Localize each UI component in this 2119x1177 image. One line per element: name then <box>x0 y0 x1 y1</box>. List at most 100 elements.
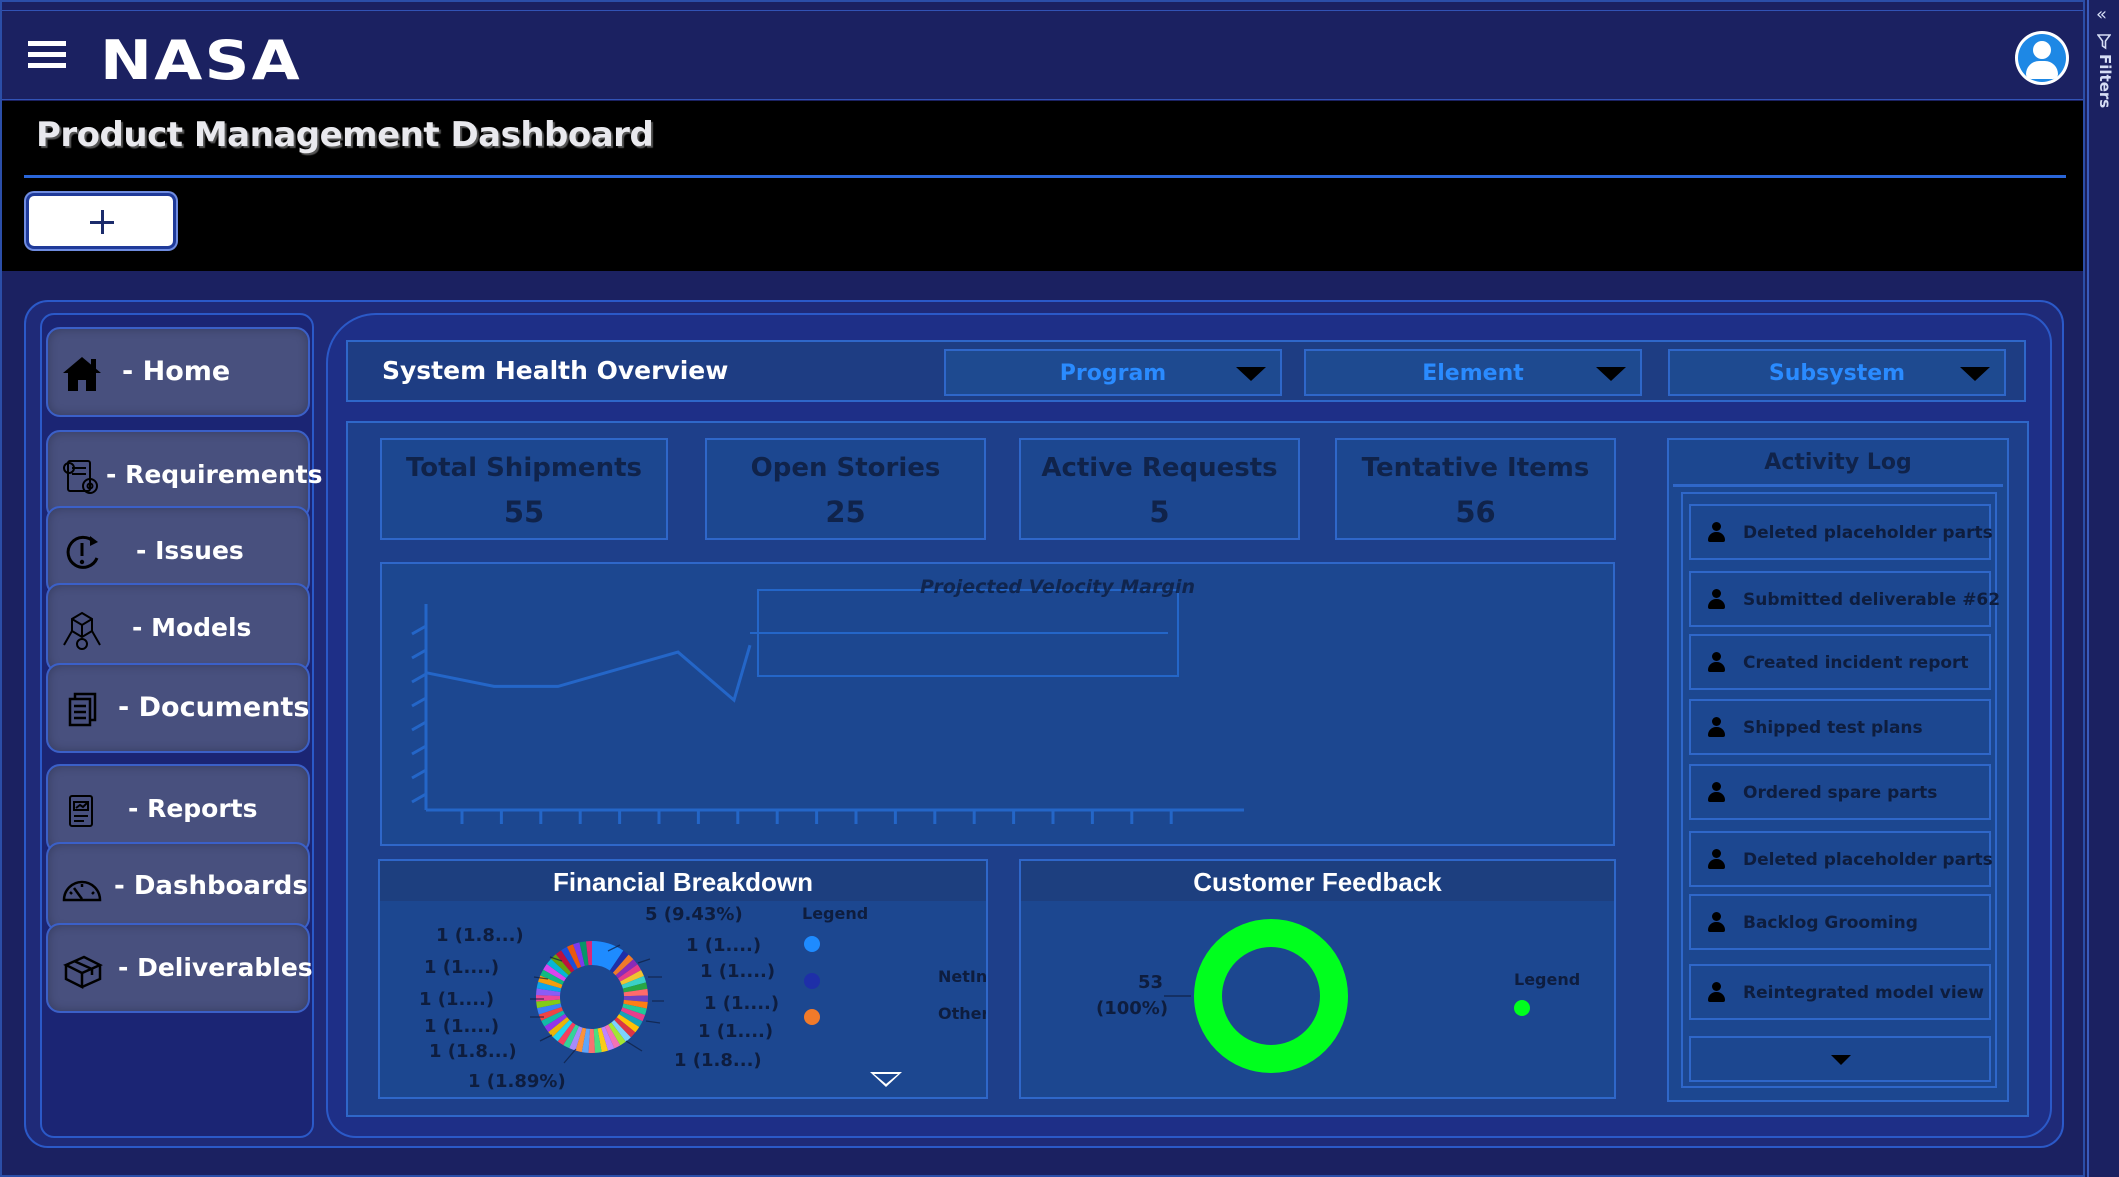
activity-item-text: Deleted placeholder parts <box>1743 523 1993 543</box>
person-icon <box>1707 717 1725 739</box>
person-icon <box>1707 522 1725 544</box>
activity-item[interactable]: Submitted deliverable #62 <box>1689 571 2000 627</box>
collapse-chevron-icon[interactable]: « <box>2096 4 2108 25</box>
activity-item[interactable]: Shipped test plans <box>1689 699 1991 755</box>
element-dropdown-label: Element <box>1422 361 1524 386</box>
kpi-value: 56 <box>1455 495 1496 529</box>
legend-dot <box>804 973 820 989</box>
y-tick <box>411 744 427 756</box>
activity-item-text: Submitted deliverable #62 <box>1743 590 2001 610</box>
customer-feedback-title: Customer Feedback <box>1193 867 1442 897</box>
slice-label: 1 (1....) <box>424 957 500 978</box>
slice-leader-line <box>539 1034 553 1042</box>
sidebar-item-issues[interactable]: - Issues <box>46 506 310 596</box>
sidebar-item-label: - Reports <box>128 794 258 823</box>
sidebar-item-home[interactable]: - Home <box>46 327 310 417</box>
requirements-icon <box>63 460 98 494</box>
financial-breakdown-title: Financial Breakdown <box>552 867 814 897</box>
activity-item-text: Created incident report <box>1743 653 1969 673</box>
activity-item[interactable]: Deleted placeholder parts <box>1689 504 1993 560</box>
subsystem-dropdown-label: Subsystem <box>1768 361 1906 386</box>
activity-item-text: Reintegrated model view <box>1743 983 1984 1003</box>
models-icon <box>63 611 101 650</box>
kpi-open-stories: Open Stories 25 <box>705 438 986 540</box>
slice-label: 5 (9.43%) <box>645 904 743 925</box>
sidebar-item-label: - Dashboards <box>114 871 308 901</box>
deliverables-icon <box>63 955 103 990</box>
person-icon <box>1707 849 1725 871</box>
activity-item-text: Shipped test plans <box>1743 718 1923 738</box>
feedback-slice-value: 53 <box>1138 972 1164 993</box>
velocity-chart-title: Projected Velocity Margin <box>920 576 1195 598</box>
customer-feedback-card: Customer Feedback 53 (100%) Legend <box>1019 859 1616 1099</box>
activity-scroll-down-button[interactable] <box>1689 1036 1991 1082</box>
sidebar-item-deliverables[interactable]: - Deliverables <box>46 923 313 1013</box>
activity-item[interactable]: Created incident report <box>1689 634 1991 690</box>
y-tick <box>411 624 427 636</box>
filters-label: Filters <box>2096 54 2114 109</box>
feedback-slice <box>1194 919 1348 1073</box>
program-dropdown-label: Program <box>1059 361 1167 386</box>
customer-feedback-header: Customer Feedback <box>1021 861 1614 901</box>
feedback-donut-chart <box>1164 919 1530 1073</box>
activity-log-panel: Activity Log Deleted placeholder parts S… <box>1667 438 2009 1102</box>
velocity-chart <box>411 589 1244 824</box>
person-icon <box>1707 982 1725 1004</box>
home-icon <box>63 357 101 391</box>
activity-item[interactable]: Backlog Grooming <box>1689 894 1991 950</box>
legend-dot <box>804 1009 820 1025</box>
y-tick <box>411 648 427 660</box>
slice-leader-line <box>563 1048 577 1064</box>
feedback-legend-dot <box>1514 1000 1530 1016</box>
user-avatar-icon[interactable] <box>2015 31 2069 85</box>
person-icon <box>1707 912 1725 934</box>
slice-leader-line <box>533 976 549 980</box>
slice-label: 1 (1....) <box>686 935 762 956</box>
filters-pane[interactable]: « Filters <box>2087 0 2119 1177</box>
legend-dot <box>804 936 820 952</box>
kpi-total-shipments: Total Shipments 55 <box>380 438 668 540</box>
slice-label: 1 (1....) <box>419 989 495 1010</box>
overview-header: System Health Overview Program Element S… <box>346 340 2026 402</box>
person-icon <box>1707 782 1725 804</box>
sidebar-item-documents[interactable]: - Documents <box>46 663 310 753</box>
chevron-down-icon <box>1831 1055 1851 1065</box>
y-tick <box>411 792 427 804</box>
activity-item[interactable]: Deleted placeholder parts <box>1689 831 1993 887</box>
plus-icon <box>90 210 114 234</box>
slice-leader-line <box>637 958 651 964</box>
overview-title: System Health Overview <box>382 356 729 385</box>
dashboards-icon <box>62 880 102 902</box>
slice-leader-line <box>625 1040 643 1052</box>
sidebar-item-dashboards[interactable]: - Dashboards <box>46 842 310 932</box>
slice-leader-line <box>549 956 563 962</box>
sidebar-item-reports[interactable]: - Reports <box>46 764 310 854</box>
activity-item[interactable]: Ordered spare parts <box>1689 764 1991 820</box>
slice-label: 1 (1....) <box>424 1016 500 1037</box>
sidebar-item-label: - Models <box>132 613 252 642</box>
sidebar-nav: - Home - Requirements - Issues - Models … <box>40 313 322 1138</box>
activity-item[interactable]: Reintegrated model view <box>1689 964 1991 1020</box>
kpi-active-requests: Active Requests 5 <box>1019 438 1300 540</box>
issues-icon <box>66 535 99 569</box>
kpi-label: Total Shipments <box>406 453 642 483</box>
legend-scroll-down-icon[interactable] <box>870 1072 902 1087</box>
kpi-label: Tentative Items <box>1361 453 1590 483</box>
kpi-label: Active Requests <box>1041 453 1278 483</box>
financial-breakdown-card: Financial Breakdown 5 (9.43%) 1 (1....) … <box>378 859 988 1099</box>
velocity-chart-card: Projected Velocity Margin <box>380 562 1615 846</box>
program-dropdown[interactable]: Program <box>944 349 1282 396</box>
subsystem-dropdown[interactable]: Subsystem <box>1668 349 2006 396</box>
sidebar-item-label: - Requirements <box>106 460 323 489</box>
add-button[interactable] <box>26 193 176 249</box>
kpi-value: 55 <box>503 495 545 529</box>
chevron-down-icon <box>1596 367 1626 381</box>
legend-item: NetInc <box>938 967 986 986</box>
slice-label: 1 (1....) <box>698 1021 774 1042</box>
sidebar-item-models[interactable]: - Models <box>46 583 310 673</box>
hamburger-menu-icon[interactable] <box>28 41 66 75</box>
slice-label: 1 (1.8...) <box>436 925 524 946</box>
element-dropdown[interactable]: Element <box>1304 349 1642 396</box>
y-tick <box>411 720 427 732</box>
